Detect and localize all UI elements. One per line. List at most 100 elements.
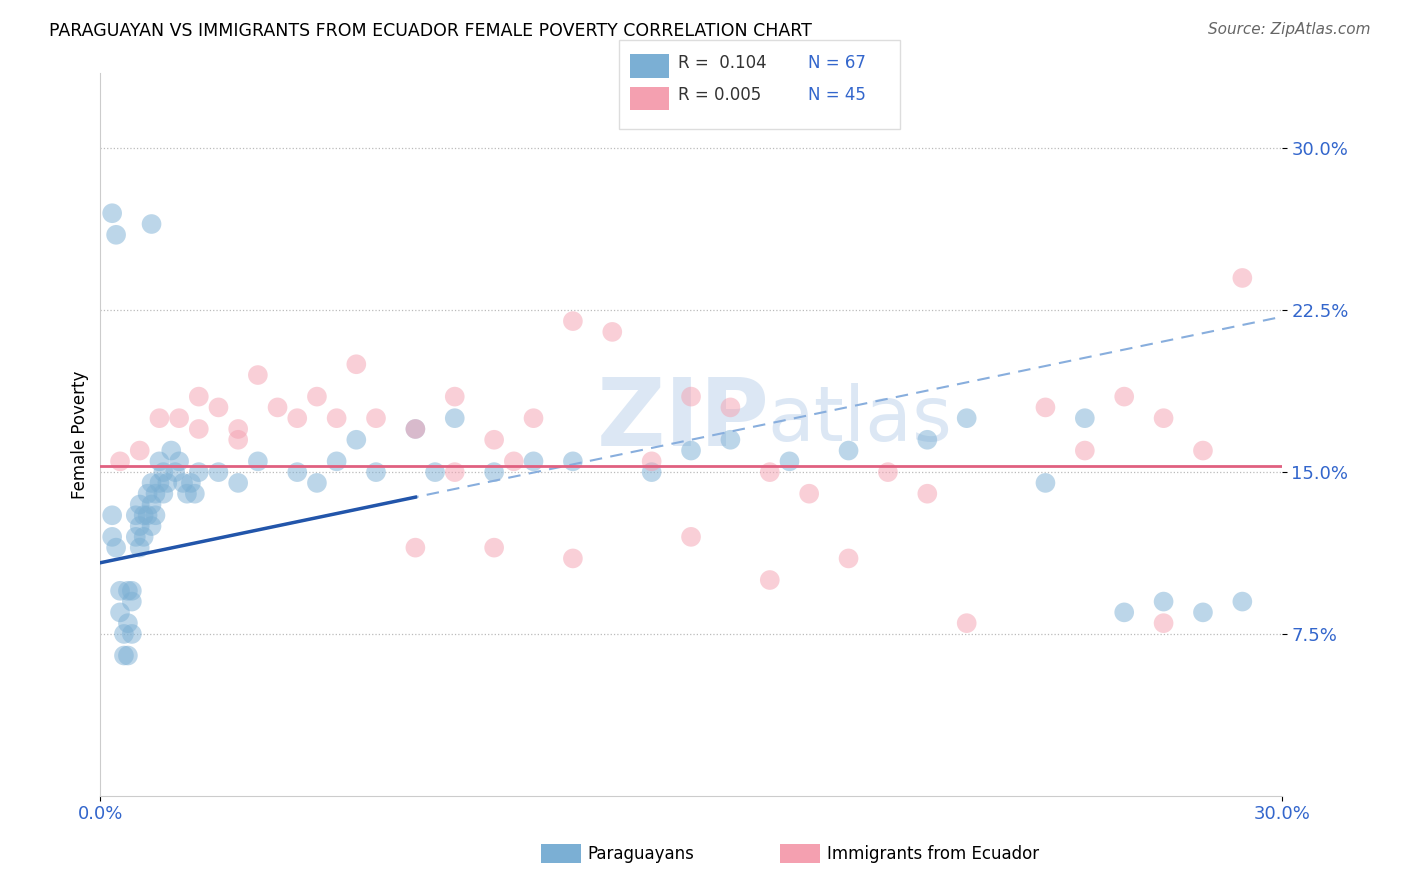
Point: [718, 401, 741, 415]
Point: [226, 422, 249, 436]
Point: [344, 357, 367, 371]
Point: [148, 454, 170, 468]
Point: [364, 411, 387, 425]
Point: [917, 433, 939, 447]
Point: [423, 465, 446, 479]
Y-axis label: Female Poverty: Female Poverty: [72, 370, 89, 499]
Point: [152, 486, 174, 500]
Point: [1074, 443, 1097, 458]
Point: [502, 454, 524, 468]
Point: [108, 606, 131, 620]
Point: [1232, 594, 1254, 608]
Point: [105, 541, 128, 555]
Text: Source: ZipAtlas.com: Source: ZipAtlas.com: [1208, 22, 1371, 37]
Point: [956, 411, 979, 425]
Point: [148, 411, 170, 425]
Point: [1114, 390, 1136, 404]
Point: [152, 465, 174, 479]
Point: [344, 433, 367, 447]
Point: [285, 411, 308, 425]
Point: [799, 486, 821, 500]
Point: [1114, 606, 1136, 620]
Point: [136, 508, 159, 523]
Point: [176, 486, 198, 500]
Text: atlas: atlas: [768, 383, 953, 457]
Text: N = 67: N = 67: [808, 54, 866, 72]
Point: [482, 465, 505, 479]
Point: [187, 422, 209, 436]
Point: [838, 551, 860, 566]
Point: [128, 498, 150, 512]
Point: [917, 486, 939, 500]
Point: [404, 422, 426, 436]
Point: [128, 519, 150, 533]
Point: [128, 443, 150, 458]
Point: [443, 390, 465, 404]
Point: [141, 475, 163, 490]
Point: [132, 530, 155, 544]
Point: [172, 475, 194, 490]
Point: [117, 583, 139, 598]
Point: [165, 465, 187, 479]
Point: [226, 475, 249, 490]
Point: [443, 465, 465, 479]
Point: [838, 443, 860, 458]
Point: [226, 433, 249, 447]
Point: [640, 454, 662, 468]
Point: [522, 411, 544, 425]
Point: [561, 314, 583, 328]
Point: [600, 325, 623, 339]
Point: [167, 454, 190, 468]
Point: [1153, 594, 1175, 608]
Text: PARAGUAYAN VS IMMIGRANTS FROM ECUADOR FEMALE POVERTY CORRELATION CHART: PARAGUAYAN VS IMMIGRANTS FROM ECUADOR FE…: [49, 22, 813, 40]
Point: [443, 411, 465, 425]
Point: [1153, 616, 1175, 631]
Point: [167, 411, 190, 425]
Point: [101, 530, 124, 544]
Point: [207, 401, 229, 415]
Point: [141, 217, 163, 231]
Point: [266, 401, 288, 415]
Point: [305, 390, 328, 404]
Point: [718, 433, 741, 447]
Text: Immigrants from Ecuador: Immigrants from Ecuador: [827, 845, 1039, 863]
Point: [148, 475, 170, 490]
Point: [325, 454, 347, 468]
Point: [522, 454, 544, 468]
Point: [1153, 411, 1175, 425]
Point: [325, 411, 347, 425]
Text: R = 0.005: R = 0.005: [678, 87, 761, 104]
Point: [1232, 271, 1254, 285]
Point: [1074, 411, 1097, 425]
Point: [125, 508, 148, 523]
Point: [561, 454, 583, 468]
Point: [1035, 401, 1057, 415]
Point: [128, 541, 150, 555]
Point: [117, 648, 139, 663]
Point: [187, 465, 209, 479]
Point: [121, 627, 143, 641]
Point: [759, 465, 782, 479]
Point: [207, 465, 229, 479]
Point: [404, 422, 426, 436]
Point: [136, 486, 159, 500]
Point: [180, 475, 202, 490]
Point: [101, 508, 124, 523]
Point: [364, 465, 387, 479]
Point: [305, 475, 328, 490]
Point: [105, 227, 128, 242]
Point: [779, 454, 801, 468]
Point: [184, 486, 207, 500]
Point: [482, 541, 505, 555]
Point: [1035, 475, 1057, 490]
Point: [187, 390, 209, 404]
Point: [141, 498, 163, 512]
Point: [404, 541, 426, 555]
Point: [108, 454, 131, 468]
Text: Paraguayans: Paraguayans: [588, 845, 695, 863]
Point: [246, 454, 269, 468]
Point: [246, 368, 269, 382]
Point: [679, 443, 702, 458]
Point: [956, 616, 979, 631]
Point: [482, 433, 505, 447]
